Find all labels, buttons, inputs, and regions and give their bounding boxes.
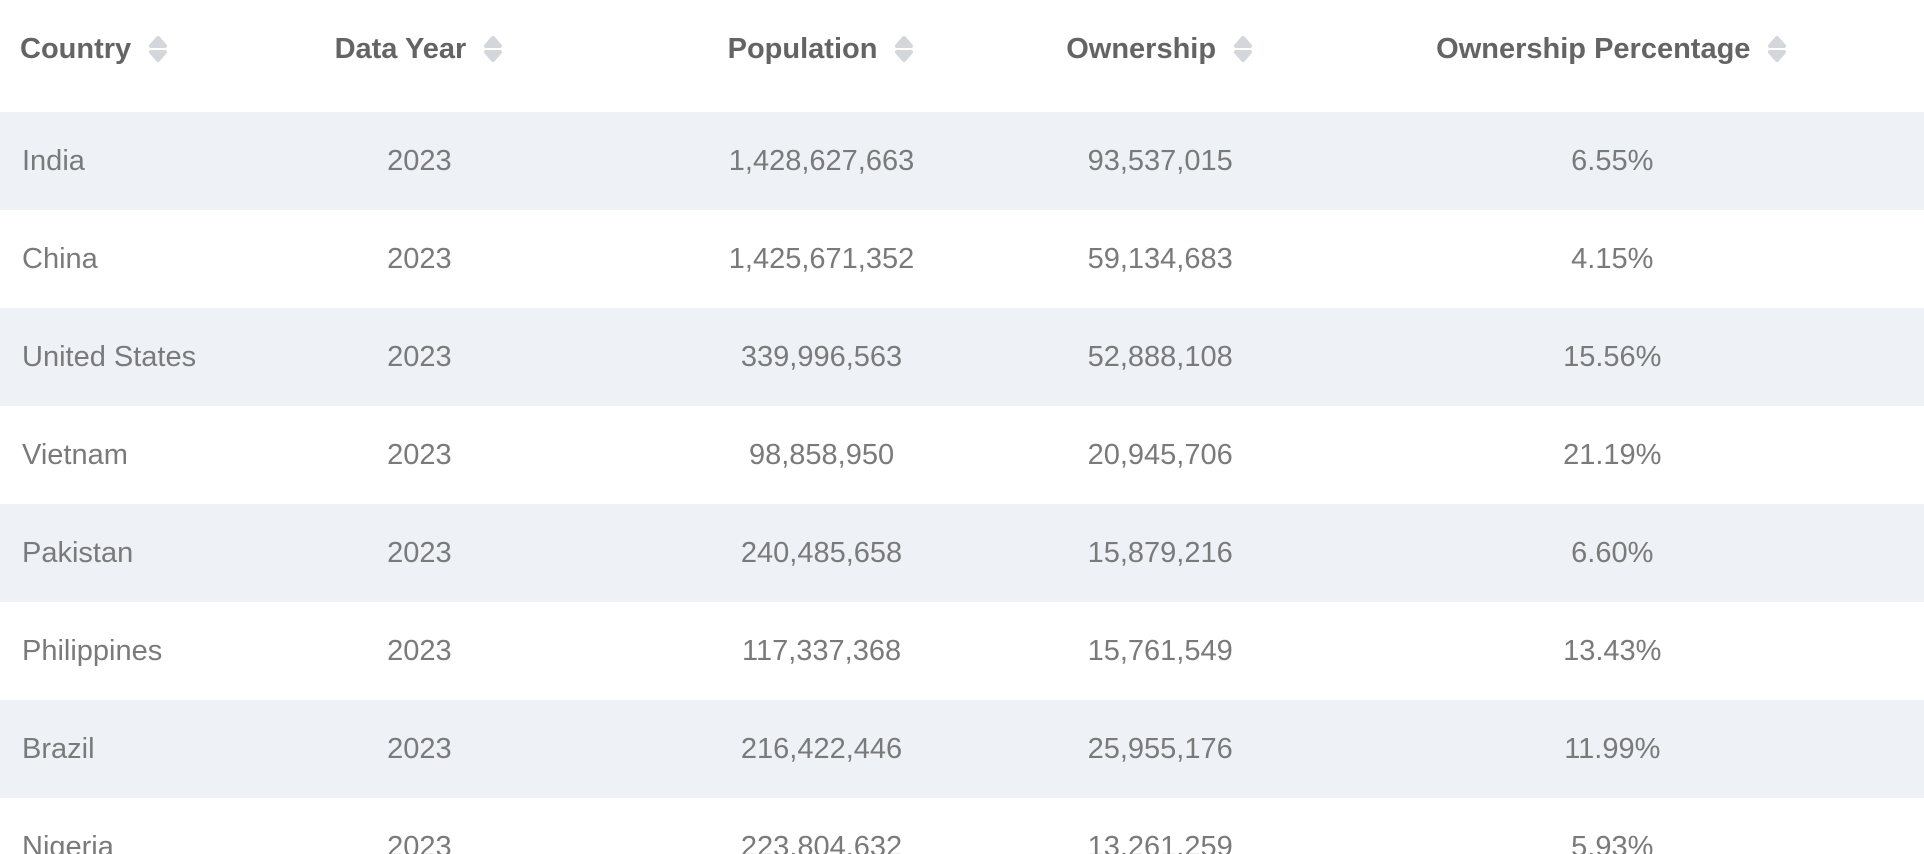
cell-country: United States [22,340,197,373]
column-header-label: Ownership Percentage [1436,32,1751,65]
cell-ownership-percentage: 21.19% [1563,438,1662,471]
column-header-country[interactable]: Country [0,0,216,112]
sort-updown-icon[interactable] [893,34,915,64]
cell-ownership-percentage: 11.99% [1564,732,1661,765]
cell-ownership: 13,261,259 [1087,830,1233,854]
cell-population: 240,485,658 [740,536,903,569]
sort-updown-icon[interactable] [1232,34,1254,64]
column-header-ownership[interactable]: Ownership [1019,0,1301,112]
cell-country: Philippines [22,634,163,667]
cell-ownership: 59,134,683 [1087,242,1233,275]
column-header-label: Country [20,32,132,65]
cell-ownership: 15,761,549 [1087,634,1233,667]
sort-updown-icon[interactable] [482,34,504,64]
cell-population: 216,422,446 [740,732,903,765]
cell-ownership-percentage: 4.15% [1571,242,1654,275]
cell-ownership: 52,888,108 [1087,340,1233,373]
cell-ownership-percentage: 5.93% [1571,830,1654,854]
column-header-population[interactable]: Population [623,0,1020,112]
column-header-data-year[interactable]: Data Year [215,0,624,112]
column-header-ownership-percentage[interactable]: Ownership Percentage [1300,0,1924,112]
cell-country: Pakistan [22,536,134,569]
cell-population: 1,428,627,663 [728,144,915,177]
column-header-label: Ownership [1066,32,1217,65]
table-row: Pakistan 2023 240,485,658 15,879,216 6.6… [0,504,1924,602]
table-header-row: Country Data Year Po [0,0,1924,112]
cell-ownership-percentage: 6.55% [1571,144,1654,177]
cell-population: 98,858,950 [748,438,895,471]
table-row: Philippines 2023 117,337,368 15,761,549 … [0,602,1924,700]
cell-ownership: 20,945,706 [1087,438,1233,471]
table-row: Brazil 2023 216,422,446 25,955,176 11.99… [0,700,1924,798]
cell-data-year: 2023 [387,144,452,177]
table-row: India 2023 1,428,627,663 93,537,015 6.55… [0,112,1924,210]
cell-country: Vietnam [22,438,128,471]
table-row: United States 2023 339,996,563 52,888,10… [0,308,1924,406]
cell-ownership: 25,955,176 [1087,732,1233,765]
cell-data-year: 2023 [387,634,452,667]
cell-country: Nigeria [22,830,114,854]
cell-data-year: 2023 [387,732,452,765]
table-row: China 2023 1,425,671,352 59,134,683 4.15… [0,210,1924,308]
table-row: Vietnam 2023 98,858,950 20,945,706 21.19… [0,406,1924,504]
cell-population: 117,337,368 [741,634,902,667]
cell-data-year: 2023 [387,536,452,569]
sort-updown-icon[interactable] [1766,34,1788,64]
sort-updown-icon[interactable] [147,34,169,64]
cell-data-year: 2023 [387,438,452,471]
cell-population: 223,804,632 [740,830,903,854]
cell-population: 339,996,563 [740,340,903,373]
cell-ownership: 15,879,216 [1087,536,1233,569]
column-header-label: Data Year [334,32,467,65]
cell-country: India [22,144,85,177]
cell-data-year: 2023 [387,830,452,854]
cell-ownership: 93,537,015 [1087,144,1233,177]
cell-country: China [22,242,98,275]
table-row: Nigeria 2023 223,804,632 13,261,259 5.93… [0,798,1924,854]
cell-ownership-percentage: 13.43% [1563,634,1662,667]
cell-data-year: 2023 [387,340,452,373]
cell-ownership-percentage: 15.56% [1563,340,1662,373]
column-header-label: Population [727,32,878,65]
cell-country: Brazil [22,732,95,765]
cell-population: 1,425,671,352 [728,242,915,275]
cell-ownership-percentage: 6.60% [1571,536,1654,569]
cell-data-year: 2023 [387,242,452,275]
